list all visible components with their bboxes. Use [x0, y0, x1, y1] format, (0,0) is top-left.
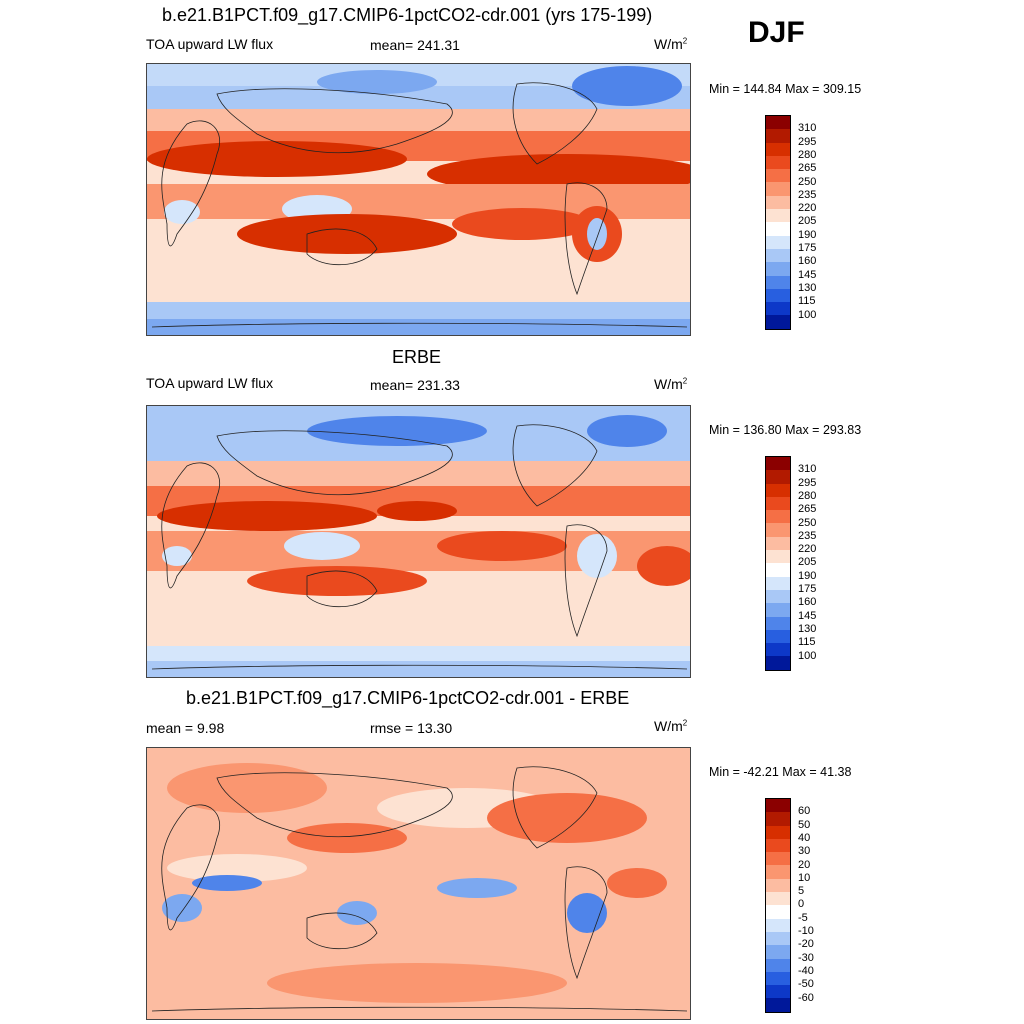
colorbar-tick-label: 205 — [798, 215, 817, 228]
colorbar-tick-label: 175 — [798, 242, 817, 254]
panel-model-title: b.e21.B1PCT.f09_g17.CMIP6-1pctCO2-cdr.00… — [162, 5, 653, 25]
colorbar-tick-label: 130 — [798, 622, 817, 635]
colorbar-tick-label: 235 — [798, 529, 817, 542]
colorbar-tick-label: 220 — [798, 202, 817, 215]
colorbar-tick-label: 145 — [798, 268, 817, 281]
diff-heatmap — [147, 748, 690, 1019]
colorbar-tick-label: 295 — [798, 135, 817, 148]
panel-obs-colorbar — [765, 456, 791, 671]
panel-diff-rmse: rmse = 13.30 — [370, 720, 453, 736]
panel-model-units: W/m2 — [654, 36, 688, 52]
panel-model-minmax: Min = 144.84 Max = 309.15 — [709, 82, 862, 96]
colorbar-tick-label: 100 — [798, 308, 817, 321]
colorbar-tick-label: 280 — [798, 489, 817, 502]
colorbar-tick-label: 205 — [798, 556, 817, 569]
colorbar-tick-label: 115 — [798, 636, 816, 649]
colorbar-tick-label: 100 — [798, 649, 817, 662]
panel-diff-mean: mean = 9.98 — [146, 720, 225, 736]
colorbar-tick-label: 190 — [798, 569, 817, 582]
colorbar-tick-label: 40 — [798, 831, 811, 844]
colorbar-tick-label: 160 — [798, 255, 817, 268]
colorbar-tick-label: 145 — [798, 609, 817, 622]
panel-diff-minmax: Min = -42.21 Max = 41.38 — [709, 765, 852, 779]
obs-heatmap — [147, 406, 690, 677]
model-heatmap — [147, 64, 690, 335]
panel-diff-colorbar — [765, 798, 791, 1013]
panel-obs-variable: TOA upward LW flux — [146, 375, 274, 391]
colorbar-tick-label: -60 — [798, 991, 814, 1004]
colorbar-tick-label: 130 — [798, 281, 817, 294]
colorbar-tick-label: 265 — [798, 503, 817, 516]
colorbar-tick-label: 30 — [798, 845, 811, 858]
colorbar-tick-label: 295 — [798, 476, 817, 489]
panel-obs-units: W/m2 — [654, 376, 688, 392]
colorbar-tick-label: 20 — [798, 858, 811, 871]
colorbar-tick-label: 250 — [798, 175, 817, 188]
colorbar-tick-label: 310 — [798, 463, 817, 476]
colorbar-tick-label: 235 — [798, 188, 817, 201]
colorbar-tick-label: -20 — [798, 938, 814, 951]
colorbar-tick-label: -5 — [798, 911, 808, 924]
panel-model-colorbar — [765, 115, 791, 330]
colorbar-tick-label: 5 — [798, 885, 805, 898]
colorbar-tick-label: 60 — [798, 805, 811, 818]
colorbar-tick-label: 175 — [798, 583, 817, 595]
panel-model-map — [146, 63, 691, 336]
colorbar-tick-label: 160 — [798, 596, 817, 609]
colorbar-tick-label: 280 — [798, 148, 817, 161]
colorbar-tick-label: 310 — [798, 122, 817, 135]
colorbar-tick-label: -10 — [798, 925, 814, 937]
panel-obs-minmax: Min = 136.80 Max = 293.83 — [709, 423, 862, 437]
colorbar-tick-label: 265 — [798, 162, 817, 175]
panel-diff-title: b.e21.B1PCT.f09_g17.CMIP6-1pctCO2-cdr.00… — [186, 688, 630, 708]
panel-diff-map — [146, 747, 691, 1020]
colorbar-tick-label: 190 — [798, 228, 817, 241]
panel-obs-map — [146, 405, 691, 678]
panel-model-mean: mean= 241.31 — [370, 37, 460, 53]
colorbar-tick-label: 250 — [798, 516, 817, 529]
colorbar-tick-label: -50 — [798, 978, 814, 991]
colorbar-tick-label: 50 — [798, 818, 811, 831]
season-label: DJF — [748, 16, 805, 49]
colorbar-tick-label: 220 — [798, 543, 817, 556]
panel-model-variable: TOA upward LW flux — [146, 36, 274, 52]
colorbar-tick-label: 0 — [798, 898, 805, 911]
panel-obs-mean: mean= 231.33 — [370, 377, 460, 393]
colorbar-tick-label: -40 — [798, 964, 814, 977]
colorbar-tick-label: 10 — [798, 871, 811, 884]
panel-diff-units: W/m2 — [654, 718, 688, 734]
panel-obs-title: ERBE — [392, 347, 442, 367]
colorbar-tick-label: 115 — [798, 295, 816, 308]
colorbar-tick-label: -30 — [798, 951, 814, 964]
